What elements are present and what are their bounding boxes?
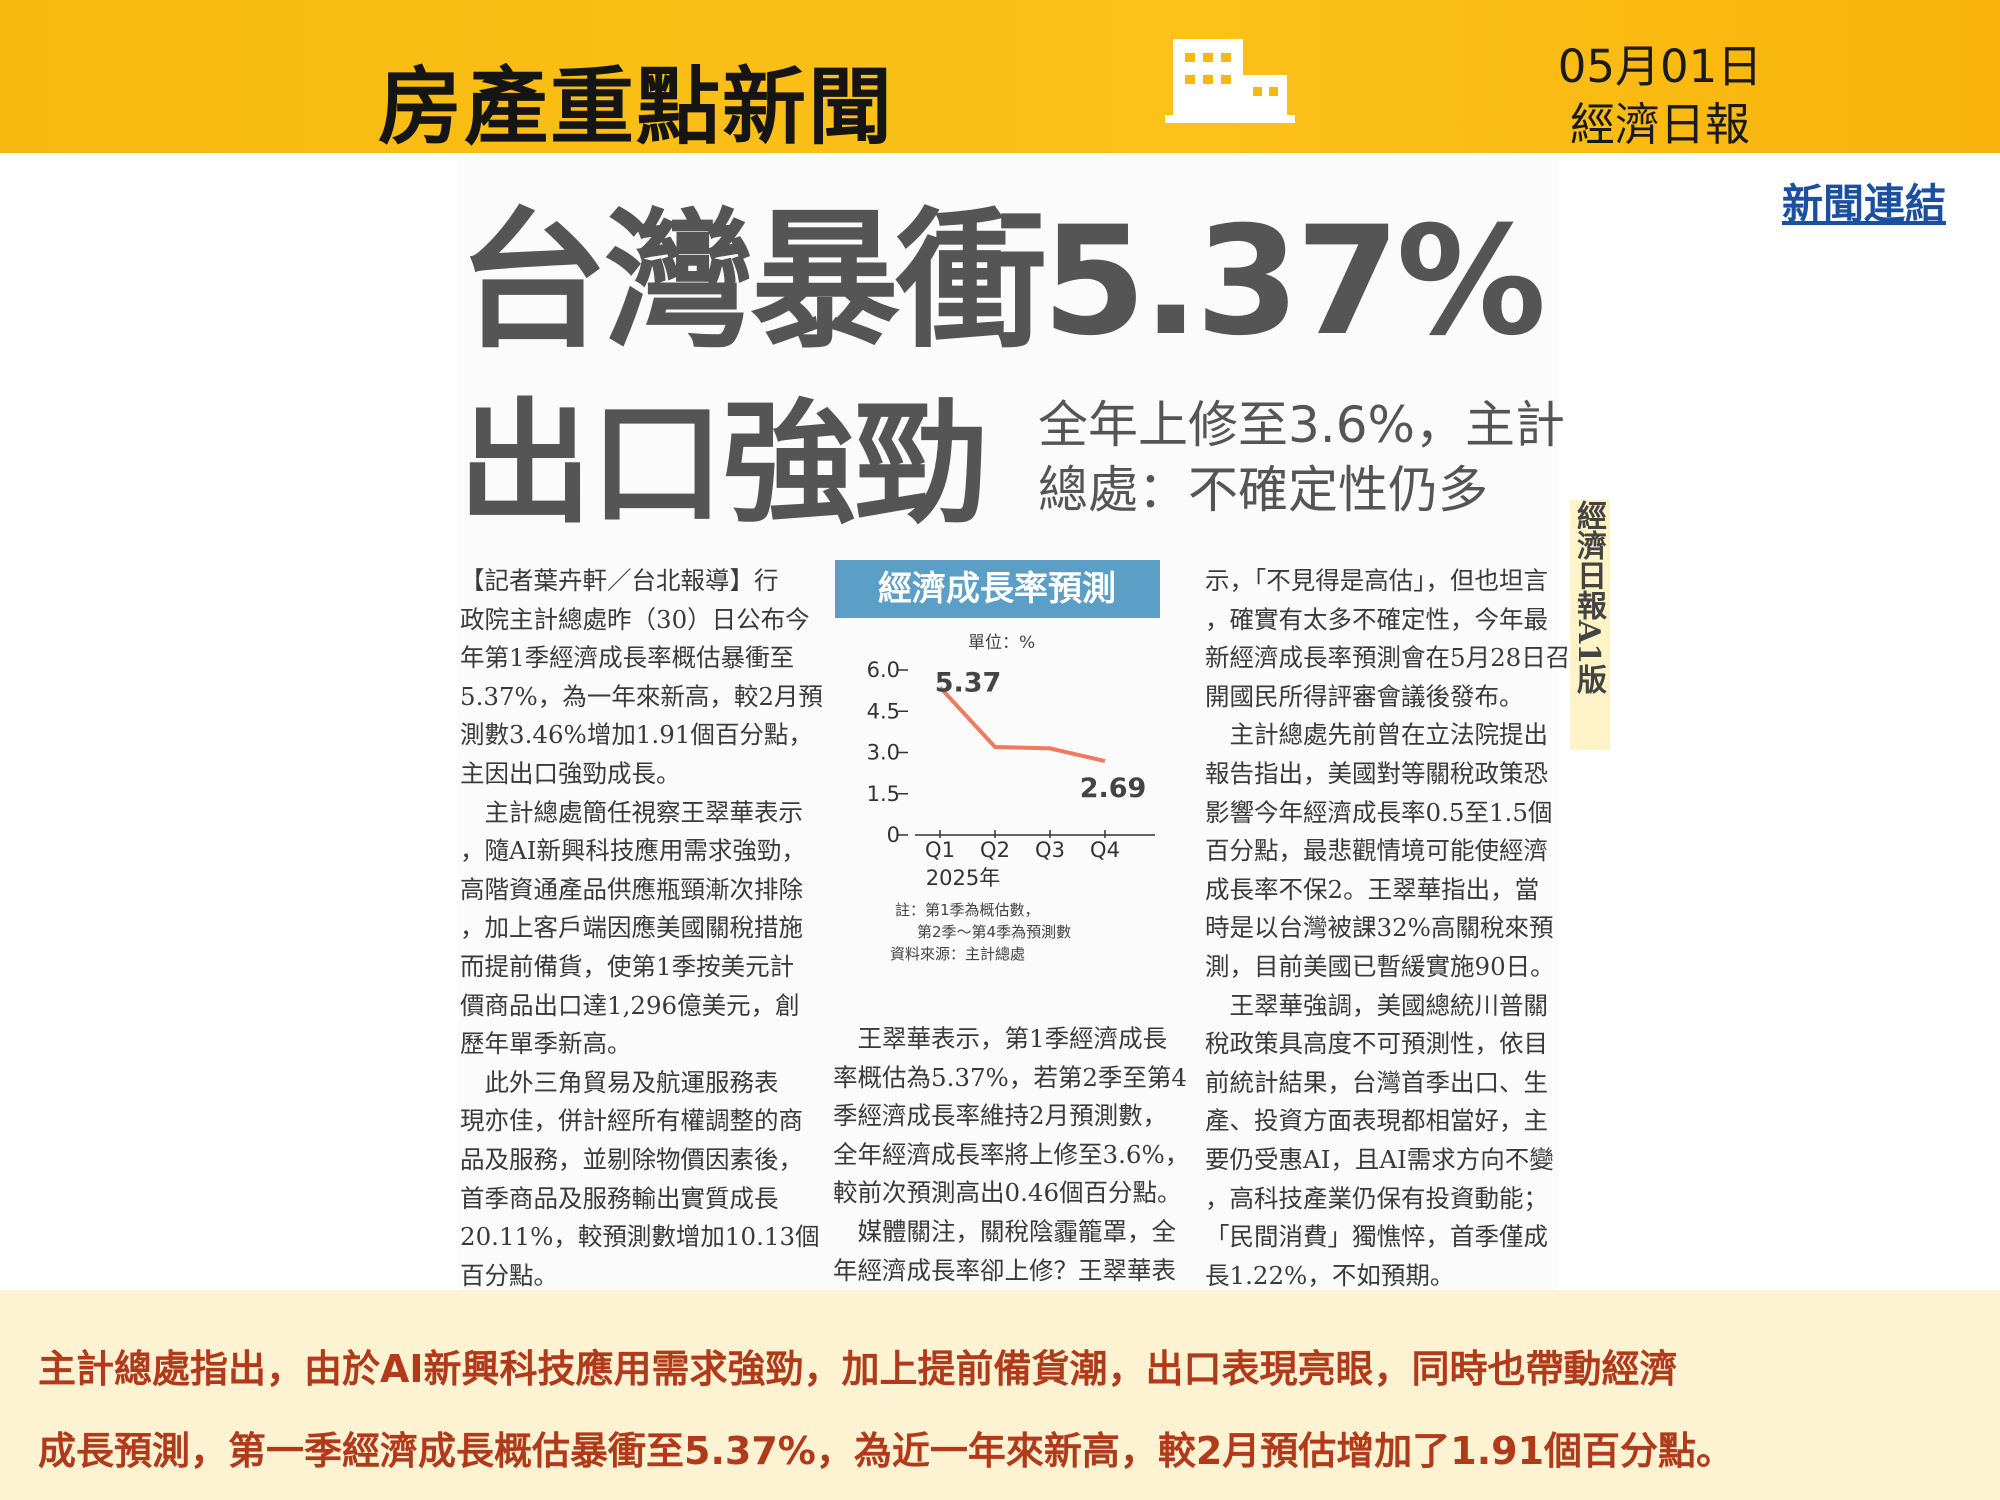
y-tick-label: 1.5 [867, 782, 900, 806]
article-line: 前統計結果，台灣首季出口、生 [1205, 1067, 1548, 1097]
article-line: ，高科技產業仍保有投資動能； [1205, 1183, 1548, 1213]
x-tick-label: Q1 [925, 838, 955, 862]
article-line: 新經濟成長率預測會在5月28日召 [1205, 643, 1571, 673]
article-line: 首季商品及服務輸出實質成長 [460, 1183, 779, 1213]
header-band [0, 0, 2000, 153]
date: 05月01日 [1557, 40, 1763, 93]
article-line: 時是以台灣被課32%高關稅來預 [1205, 913, 1554, 943]
article-line: ，隨AI新興科技應用需求強勁， [460, 836, 806, 866]
article-line: 主計總處先前曾在立法院提出 [1205, 720, 1548, 750]
article-line: 【記者葉卉軒／台北報導】行 [460, 566, 779, 595]
article-line: 王翠華強調，美國總統川普關 [1205, 990, 1548, 1020]
article-line: 5.37%，為一年來新高，較2月預 [460, 681, 823, 711]
article-line: 較前次預測高出0.46個百分點。 [833, 1178, 1182, 1208]
article-line: ，確實有太多不確定性，今年最 [1205, 604, 1548, 634]
article-line: 季經濟成長率維持2月預測數， [833, 1101, 1168, 1131]
summary-line: 成長預測，第一季經濟成長概估暴衝至5.37%，為近一年來新高，較2月預估增加了1… [38, 1429, 1735, 1473]
article-line: ，加上客戶端因應美國關稅措施 [460, 913, 803, 943]
article-line: 報告指出，美國對等關稅政策恐 [1205, 759, 1548, 788]
article-line: 王翠華表示，第1季經濟成長 [833, 1024, 1168, 1053]
header-title: 房產重點新聞 [378, 58, 895, 156]
building-icon [1165, 39, 1295, 123]
article-line: 率概估為5.37%，若第2季至第4 [833, 1062, 1188, 1092]
article-line: 示，「不見得是高估」，但也坦言 [1205, 566, 1548, 595]
article-line: 年第1季經濟成長率概估暴衝至 [460, 643, 795, 673]
clipping [458, 160, 1558, 1290]
article-line: 產、投資方面表現都相當好，主 [1205, 1106, 1548, 1136]
edition-label: 經濟日報A1版 [1570, 500, 1610, 750]
summary-line: 主計總處指出，由於AI新興科技應用需求強勁，加上提前備貨潮，出口表現亮眼，同時也… [38, 1347, 1678, 1391]
x-tick-label: Q4 [1090, 838, 1120, 862]
article-line: 百分點。 [460, 1260, 558, 1290]
y-tick-label: 4.5 [867, 699, 900, 723]
article-line: 要仍受惠AI，且AI需求方向不變 [1205, 1145, 1554, 1174]
subheadline: 出口強勁 [458, 386, 988, 542]
data-line [938, 685, 1106, 763]
value-label: 2.69 [1080, 773, 1147, 804]
article-line: 全年經濟成長率將上修至3.6%， [833, 1139, 1190, 1169]
deck-line: 總處：不確定性仍多 [1038, 461, 1488, 519]
chart-title: 經濟成長率預測 [878, 569, 1116, 609]
article-line: 百分點，最悲觀情境可能使經濟 [1205, 836, 1548, 866]
article-line: 「民間消費」獨憔悴，首季僅成 [1205, 1222, 1548, 1252]
y-tick-label: 3.0 [867, 741, 900, 765]
article-line: 開國民所得評審會議後發布。 [1205, 681, 1524, 711]
article-line: 測，目前美國已暫緩實施90日。 [1205, 952, 1555, 981]
article-line: 此外三角貿易及航運服務表 [460, 1067, 779, 1097]
article-line: 品及服務，並剔除物價因素後， [460, 1145, 803, 1174]
value-label: 5.37 [935, 667, 1002, 698]
article-line: 政院主計總處昨（30）日公布今 [460, 604, 810, 634]
article-line: 而提前備貨，使第1季按美元計 [460, 952, 795, 981]
article-line: 價商品出口達1,296億美元，創 [460, 990, 800, 1020]
chart-note: 資料來源：主計總處 [890, 945, 1025, 963]
x-axis-label: 2025年 [926, 866, 1000, 890]
article-line: 主計總處簡任視察王翠華表示 [460, 797, 803, 827]
y-tick-label: 6.0 [867, 658, 900, 682]
article-line: 年經濟成長率卻上修？王翠華表 [833, 1255, 1176, 1285]
article-line: 影響今年經濟成長率0.5至1.5個 [1205, 797, 1553, 827]
article-line: 主因出口強勁成長。 [460, 759, 681, 788]
chart-note: 第2季～第4季為預測數 [917, 923, 1071, 941]
article-line: 歷年單季新高。 [460, 1029, 632, 1059]
chart-unit: 單位：% [968, 633, 1035, 653]
x-tick-label: Q2 [980, 838, 1010, 862]
article-line: 高階資通產品供應瓶頸漸次排除 [460, 874, 803, 904]
article-line: 現亦佳，併計經所有權調整的商 [460, 1106, 803, 1136]
article-line: 測數3.46%增加1.91個百分點， [460, 720, 813, 750]
y-tick-label: 0 [887, 823, 900, 847]
article-line: 媒體關注，關稅陰霾籠罩，全 [833, 1217, 1176, 1246]
news-link[interactable]: 新聞連結 [1782, 180, 1946, 228]
article-line: 成長率不保2。王翠華指出，當 [1205, 874, 1540, 904]
x-tick-label: Q3 [1035, 838, 1065, 862]
deck-line: 全年上修至3.6%，主計 [1038, 396, 1566, 454]
source: 經濟日報 [1569, 98, 1750, 151]
headline: 台灣暴衝5.37% [458, 195, 1546, 369]
chart-title-box [835, 560, 1160, 618]
summary-band [0, 1290, 2000, 1500]
chart-note: 註：第1季為概估數， [895, 901, 1040, 919]
article-line: 20.11%，較預測數增加10.13個 [460, 1222, 820, 1252]
article-line: 稅政策具高度不可預測性，依目 [1205, 1029, 1548, 1059]
article-line: 長1.22%，不如預期。 [1205, 1260, 1455, 1290]
